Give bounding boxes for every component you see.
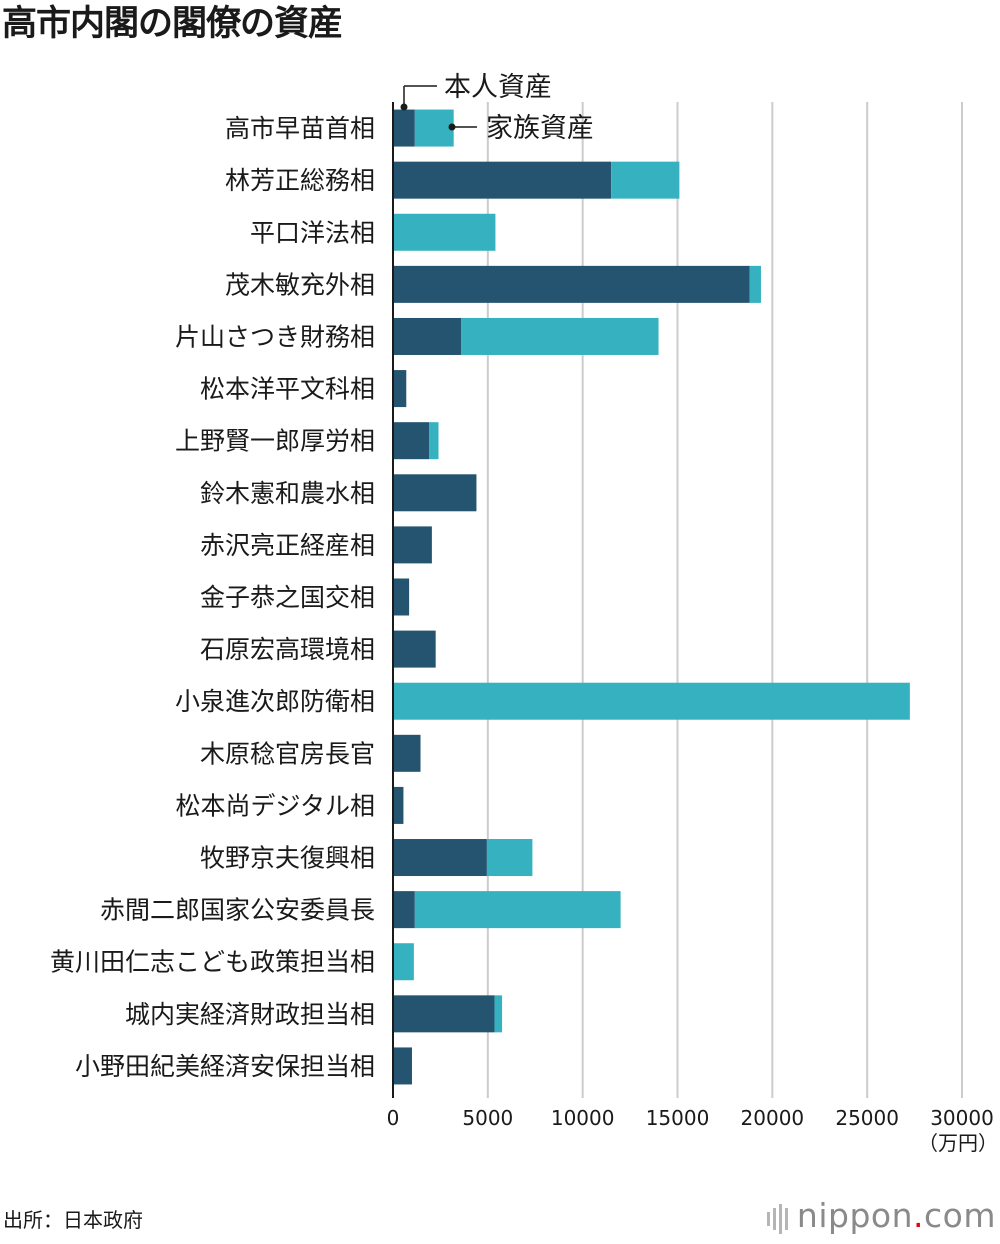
bar-segment-personal <box>393 839 487 877</box>
x-tick-label: 25000 <box>835 1106 899 1130</box>
x-axis-unit-label: （万円） <box>918 1131 998 1155</box>
bar-segment-personal <box>393 891 415 929</box>
bar-segment-personal <box>393 578 410 616</box>
category-labels: 高市早苗首相林芳正総務相平口洋法相茂木敏充外相片山さつき財務相松本洋平文科相上野… <box>50 114 375 1081</box>
source-note: 出所：日本政府 <box>3 1208 143 1232</box>
x-tick-label: 10000 <box>551 1106 615 1130</box>
x-tick-label: 5000 <box>462 1106 513 1130</box>
legend-personal-marker <box>400 103 408 111</box>
x-tick-label: 0 <box>387 1106 400 1130</box>
bar-segment-personal <box>393 630 436 668</box>
legend: 本人資産 家族資産 <box>400 72 594 144</box>
bar-segment-family <box>414 891 621 929</box>
gridlines <box>486 102 963 1098</box>
category-label: 茂木敏充外相 <box>225 270 375 299</box>
category-label: 木原稔官房長官 <box>200 739 375 768</box>
legend-family-marker <box>448 123 456 131</box>
category-label: 金子恭之国交相 <box>200 583 375 612</box>
logo-text-suffix: com <box>924 1196 996 1235</box>
bar-segment-personal <box>393 526 432 564</box>
nippon-logo: nippon.com <box>766 1196 996 1238</box>
logo-text-main: nippon <box>796 1196 914 1235</box>
bar-segment-family <box>393 682 910 720</box>
category-label: 赤間二郎国家公安委員長 <box>100 896 375 925</box>
bar-segment-family <box>461 317 659 355</box>
category-label: 松本尚デジタル相 <box>175 791 375 820</box>
x-tick-label: 30000 <box>930 1106 994 1130</box>
bar-segment-personal <box>393 422 430 460</box>
category-label: 城内実経済財政担当相 <box>125 1000 375 1029</box>
bar-segment-personal <box>393 786 404 824</box>
bar-segment-personal <box>393 995 495 1033</box>
x-tick-label: 20000 <box>741 1106 805 1130</box>
x-tick-label: 15000 <box>646 1106 710 1130</box>
bar-segment-family <box>429 422 439 460</box>
bar-segment-family <box>494 995 503 1033</box>
bar-segment-family <box>749 265 761 303</box>
bar-segment-personal <box>393 474 477 512</box>
x-tick-labels: 0 5000 10000 15000 20000 25000 30000 <box>387 1106 994 1130</box>
logo-text-dot: . <box>913 1196 925 1235</box>
bar-segment-personal <box>393 109 415 147</box>
bar-segment-personal <box>393 161 612 199</box>
category-label: 小泉進次郎防衛相 <box>175 687 375 716</box>
category-label: 平口洋法相 <box>250 218 375 247</box>
bar-segment-personal <box>393 1047 412 1085</box>
bars <box>393 109 910 1085</box>
bar-segment-family <box>393 943 414 981</box>
category-label: 牧野京夫復興相 <box>200 844 375 873</box>
chart-title: 高市内閣の閣僚の資産 <box>2 4 343 44</box>
category-label: 上野賢一郎厚労相 <box>175 427 375 456</box>
category-label: 黄川田仁志こども政策担当相 <box>50 948 375 977</box>
stacked-bar-chart: 高市早苗首相林芳正総務相平口洋法相茂木敏充外相片山さつき財務相松本洋平文科相上野… <box>50 72 998 1155</box>
category-label: 鈴木憲和農水相 <box>200 479 375 508</box>
category-label: 石原宏高環境相 <box>200 635 375 664</box>
category-label: 林芳正総務相 <box>225 166 375 195</box>
bar-segment-personal <box>393 265 750 303</box>
bar-segment-family <box>393 213 496 251</box>
category-label: 小野田紀美経済安保担当相 <box>75 1052 375 1081</box>
bar-segment-family <box>486 839 533 877</box>
legend-label-personal: 本人資産 <box>444 72 552 103</box>
bar-segment-family <box>611 161 680 199</box>
legend-label-family: 家族資産 <box>486 113 594 144</box>
category-label: 赤沢亮正経産相 <box>200 531 375 560</box>
bar-segment-personal <box>393 317 462 355</box>
category-label: 片山さつき財務相 <box>175 322 375 351</box>
bar-segment-family <box>414 109 454 147</box>
category-label: 高市早苗首相 <box>225 114 375 143</box>
bar-segment-personal <box>393 734 421 772</box>
logo-bars-icon <box>766 1198 791 1238</box>
category-label: 松本洋平文科相 <box>200 375 375 404</box>
bar-segment-personal <box>393 370 407 408</box>
